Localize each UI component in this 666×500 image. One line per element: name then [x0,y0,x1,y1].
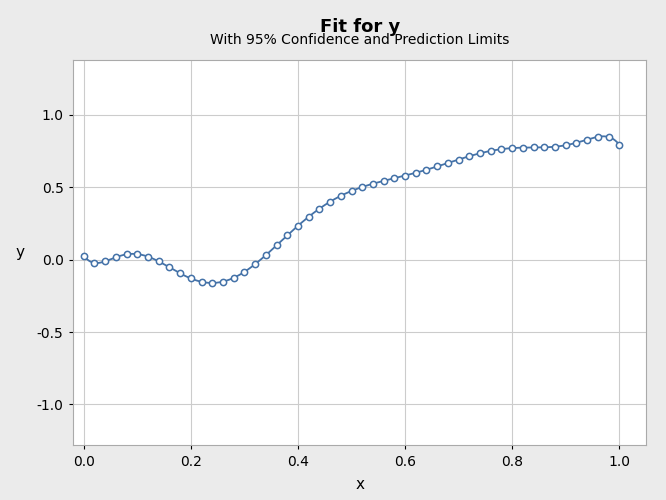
X-axis label: x: x [355,477,364,492]
Y-axis label: y: y [15,245,25,260]
Text: With 95% Confidence and Prediction Limits: With 95% Confidence and Prediction Limit… [210,32,509,46]
Text: Fit for y: Fit for y [320,18,400,36]
